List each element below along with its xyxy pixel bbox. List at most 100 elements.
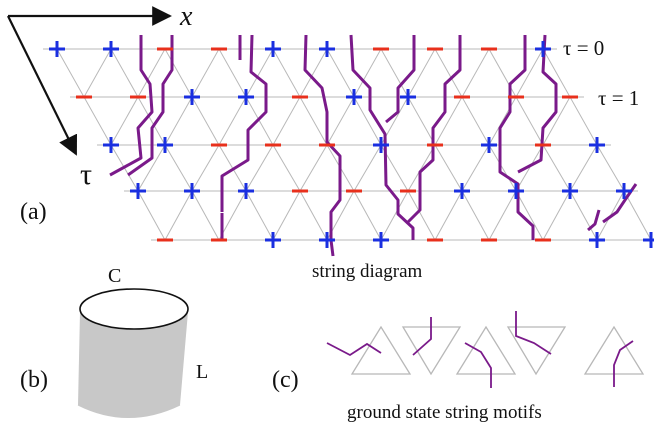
plus-spin: [373, 232, 389, 248]
lattice-bond: [488, 144, 517, 192]
lattice-bond: [353, 96, 382, 146]
lattice-bond: [515, 96, 544, 146]
plus-spin: [265, 232, 281, 248]
lattice-bond: [569, 144, 598, 192]
lattice-bond: [542, 48, 571, 98]
lattice-bond: [434, 48, 463, 98]
lattice-bond: [137, 190, 166, 241]
plus-spin: [319, 41, 335, 57]
lattice-bond: [245, 96, 274, 146]
lattice-bond: [542, 144, 571, 192]
x-axis-label: x: [180, 1, 193, 32]
lattice-bond: [164, 190, 193, 241]
lattice-bond: [353, 144, 382, 192]
lattice-bond: [137, 48, 166, 98]
lattice-bond: [164, 96, 193, 146]
triangular-lattice: [43, 48, 654, 241]
cylinder-top-ellipse: [79, 288, 189, 330]
lattice-bond: [380, 48, 409, 98]
lattice-bond: [110, 48, 139, 98]
lattice-bond: [245, 144, 274, 192]
string-diagram-caption: string diagram: [312, 261, 423, 282]
plus-spin: [373, 137, 389, 153]
lattice-bond: [326, 96, 355, 146]
lattice-bond: [461, 48, 490, 98]
string-path: [587, 209, 601, 232]
string-path: [127, 35, 174, 177]
lattice-bond: [569, 190, 598, 241]
plus-spin: [184, 183, 200, 199]
panel-b-label: (b): [20, 367, 48, 393]
axis-arrows: [7, 6, 172, 156]
lattice-bond: [407, 144, 436, 192]
lattice-bond: [569, 96, 598, 146]
lattice-bond: [515, 48, 544, 98]
lattice-bond: [272, 144, 301, 192]
tau-one-label: τ = 1: [598, 86, 640, 110]
string-motif: [583, 325, 645, 387]
lattice-bond: [83, 48, 112, 98]
lattice-bond: [407, 96, 436, 146]
string-path: [517, 34, 558, 174]
lattice-bond: [299, 48, 328, 98]
lattice-bond: [245, 48, 274, 98]
string-motif: [401, 317, 462, 376]
string-path: [349, 34, 415, 240]
lattice-bond: [353, 190, 382, 241]
plus-spin: [535, 41, 551, 57]
lattice-bond: [164, 48, 193, 98]
lattice-bond: [596, 144, 625, 192]
lattice-bond: [434, 144, 463, 192]
cylinder-body: [78, 312, 188, 418]
lattice-bond: [191, 144, 220, 192]
lattice-bond: [56, 48, 85, 98]
panel-c-label: (c): [272, 367, 299, 393]
tau-zero-label: τ = 0: [563, 36, 605, 60]
lattice-bond: [272, 48, 301, 98]
lattice-bond: [272, 96, 301, 146]
string-path: [303, 34, 342, 257]
lattice-bond: [191, 96, 220, 146]
plus-spin: [184, 89, 200, 105]
lattice-bond: [515, 190, 544, 241]
lattice-bond: [380, 190, 409, 241]
cylinder-side-label: L: [196, 361, 209, 383]
lattice-bond: [434, 96, 463, 146]
plus-spin: [616, 183, 632, 199]
ground-state-caption: ground state string motifs: [347, 402, 542, 423]
plus-spin: [481, 137, 497, 153]
lattice-bond: [488, 96, 517, 146]
lattice-bond: [461, 190, 490, 241]
lattice-bond: [218, 48, 247, 98]
lattice-bond: [542, 190, 571, 241]
lattice-bond: [461, 96, 490, 146]
lattice-bond: [218, 96, 247, 146]
ground-state-motifs: [326, 311, 645, 388]
lattice-bond: [272, 190, 301, 241]
plus-spin: [589, 137, 605, 153]
lattice-bond: [191, 190, 220, 241]
plus-spin: [49, 41, 65, 57]
panel-a-label: (a): [20, 199, 47, 225]
string-path: [220, 34, 268, 212]
plus-spin: [643, 232, 654, 248]
lattice-bond: [137, 96, 166, 146]
plus-spin: [454, 183, 470, 199]
lattice-bond: [488, 190, 517, 241]
plus-spin: [319, 232, 335, 248]
plus-spin: [508, 183, 524, 199]
string-path: [498, 35, 535, 240]
plus-spin: [589, 232, 605, 248]
lattice-bond: [191, 48, 220, 98]
lattice-bond: [299, 190, 328, 241]
lattice-bond: [515, 144, 544, 192]
lattice-bond: [245, 190, 274, 241]
lattice-bond: [542, 96, 571, 146]
plus-spin: [400, 89, 416, 105]
lattice-bond: [407, 190, 436, 241]
cylinder-top-label: C: [108, 265, 122, 287]
cylinder-bottom-edge: [77, 404, 181, 418]
plus-spin: [103, 137, 119, 153]
plus-spin: [238, 89, 254, 105]
lattice-bond: [623, 190, 652, 241]
